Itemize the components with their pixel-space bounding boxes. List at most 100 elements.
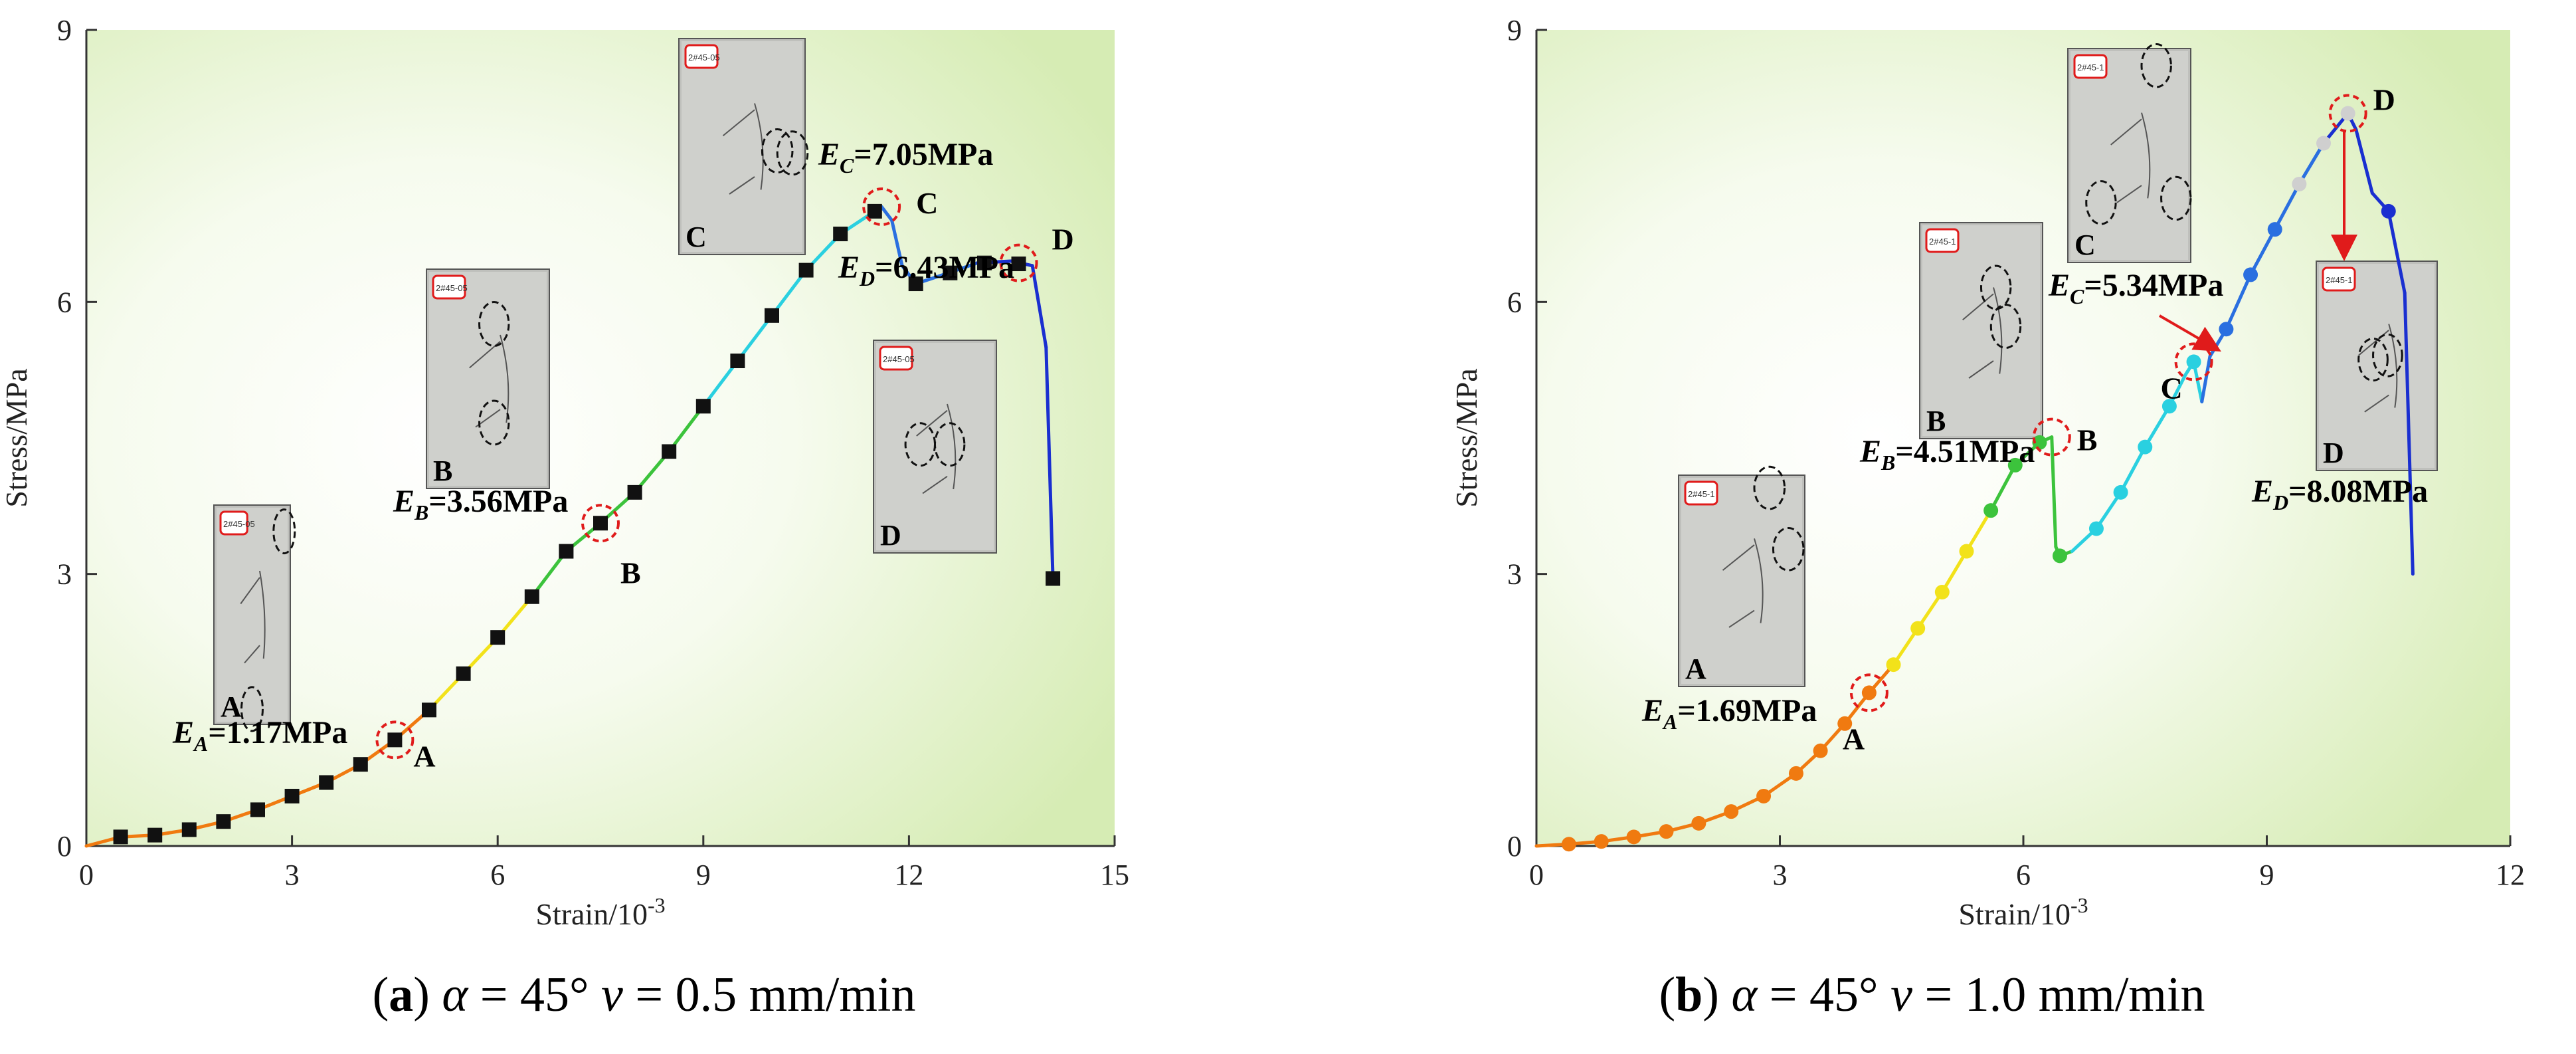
specimen-tag <box>219 510 248 536</box>
specimen-tag-text: 2#45-1 <box>1688 489 1714 499</box>
data-point <box>559 544 574 559</box>
modulus-subscript: D <box>2272 490 2288 514</box>
data-point <box>2381 203 2396 219</box>
modulus-value: =7.05MPa <box>854 137 993 172</box>
specimen-tag-text: 2#45-05 <box>436 283 468 293</box>
crack-highlight <box>1989 304 2022 349</box>
y-tick-label: 6 <box>1507 286 1522 318</box>
data-point <box>1046 571 1061 586</box>
data-point <box>1011 257 1026 272</box>
key-point-label-d: D <box>2373 83 2395 117</box>
data-point <box>593 516 608 531</box>
data-point <box>2292 176 2307 191</box>
photo-surface <box>217 508 288 722</box>
specimen-photo-b: 2#45-1 B <box>1919 222 2043 439</box>
key-point-highlight-b <box>581 504 620 543</box>
curve-segment <box>1989 463 2017 512</box>
curve-segment <box>2119 445 2147 494</box>
data-point <box>1983 503 1999 518</box>
specimen-tag <box>684 44 719 69</box>
data-point <box>2088 521 2104 536</box>
chart-a: 0 3 6 9 12 15 0 3 6 9 Strain/10-3 Stress/MPa 2#45-05… <box>0 14 1129 931</box>
data-point <box>908 276 923 292</box>
data-point <box>2113 484 2128 500</box>
modulus-annotation-b: EB=3.56MPa <box>393 484 568 524</box>
crack-highlight <box>2357 338 2389 382</box>
crack-lines <box>916 403 957 494</box>
data-point <box>1886 657 1901 673</box>
data-point <box>216 814 231 829</box>
crack-highlight <box>776 130 809 176</box>
curve-segment <box>770 268 808 318</box>
data-point <box>422 702 436 718</box>
photo-letter-b: B <box>1926 405 1946 437</box>
photo-letter-c: C <box>2074 229 2096 261</box>
data-point <box>1594 834 1609 849</box>
photo-letter-a: A <box>1685 653 1706 685</box>
curve-segment <box>530 550 568 599</box>
data-point <box>1837 716 1853 731</box>
photo-surface <box>1681 478 1802 684</box>
photo-surface <box>682 41 802 252</box>
data-point <box>147 827 163 843</box>
data-point <box>1561 837 1576 852</box>
data-point <box>353 757 368 772</box>
curve-segment <box>890 219 904 268</box>
crack-highlight <box>478 301 510 347</box>
data-point <box>798 263 814 278</box>
key-point-label-c: C <box>916 186 938 220</box>
data-point <box>2340 106 2355 121</box>
curve-segment <box>1964 508 1993 554</box>
y-tick-label: 9 <box>1507 14 1522 47</box>
x-tick-label: 3 <box>285 859 300 891</box>
y-tick-label: 6 <box>57 286 72 318</box>
modulus-value: =8.08MPa <box>2288 474 2428 509</box>
data-point <box>2267 222 2282 237</box>
key-point-highlight-d <box>2328 94 2367 133</box>
photo-letter-c: C <box>686 221 707 253</box>
data-point <box>1788 766 1803 781</box>
modulus-value: =6.43MPa <box>875 250 1014 285</box>
photo-surface <box>2070 51 2188 260</box>
curve-segment <box>2297 142 2326 186</box>
data-point <box>1659 824 1674 839</box>
curve-segment <box>2143 404 2171 449</box>
data-point <box>113 829 128 845</box>
modulus-value: =5.34MPa <box>2084 268 2223 303</box>
data-point <box>2316 136 2332 151</box>
modulus-annotation-d: ED=8.08MPa <box>2251 474 2428 514</box>
curve-segment <box>2200 354 2212 403</box>
specimen-tag-text: 2#45-05 <box>688 53 720 62</box>
data-point <box>976 255 992 270</box>
curve-segment <box>879 205 894 223</box>
data-point <box>1959 544 1974 559</box>
modulus-subscript: C <box>2070 284 2084 308</box>
curve-segment <box>2387 209 2407 295</box>
modulus-symbol: E <box>1641 693 1663 728</box>
modulus-subscript: B <box>414 500 428 524</box>
modulus-value: =1.69MPa <box>1677 693 1817 728</box>
x-tick-label: 12 <box>894 859 923 891</box>
data-point <box>1934 584 1950 599</box>
crack-highlight <box>1772 527 1805 572</box>
key-point-highlight-c <box>862 187 901 227</box>
crack-highlight <box>240 686 264 732</box>
key-point-highlight-a <box>375 720 414 760</box>
data-point <box>1813 743 1828 758</box>
x-tick-label: 9 <box>2260 859 2274 891</box>
curve-segment <box>667 404 705 453</box>
specimen-tag <box>2322 266 2356 292</box>
key-point-label-a: A <box>413 739 435 773</box>
y-tick-label: 0 <box>1507 830 1522 863</box>
panel-a: 0 3 6 9 12 15 0 3 6 9 Strain/10-3 Stress/MPa 2#45-05… <box>0 14 1129 1022</box>
modulus-annotation-a: EA=1.17MPa <box>172 715 347 756</box>
crack-lines <box>240 570 266 664</box>
specimen-tag <box>2073 54 2108 79</box>
caption-b: (b) α = 45° v = 1.0 mm/min <box>1659 968 2205 1022</box>
modulus-symbol: E <box>1859 434 1881 469</box>
specimen-photo-c: 2#45-05 C <box>678 38 809 255</box>
data-point <box>2162 399 2177 414</box>
arrow-to-c <box>2158 314 2221 352</box>
data-point <box>2007 457 2023 473</box>
y-tick-label: 3 <box>57 558 72 591</box>
